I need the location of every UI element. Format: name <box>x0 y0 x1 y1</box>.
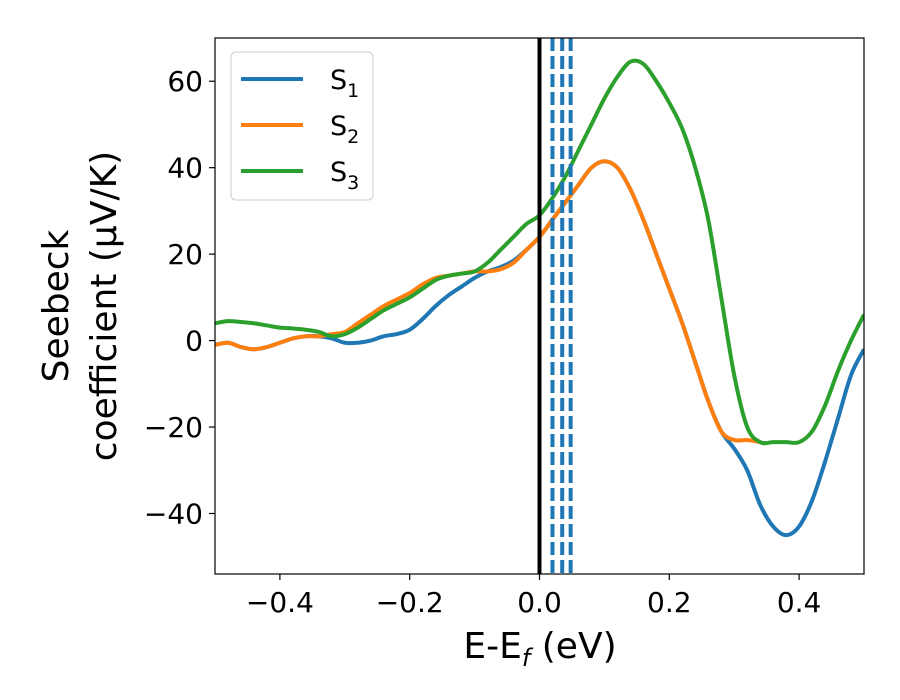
y-tick-label: −40 <box>144 497 203 530</box>
y-axis-label-line2: coefficient (μV/K) <box>84 151 125 461</box>
legend-label-s1: S1 <box>330 65 359 102</box>
x-axis: −0.4 −0.2 0.0 0.2 0.4 <box>246 574 821 619</box>
y-tick-label: 60 <box>167 65 203 98</box>
series-line-s2 <box>215 159 761 445</box>
y-tick-label: 40 <box>167 152 203 185</box>
plot-content <box>215 38 864 574</box>
x-tick-label: −0.4 <box>246 586 314 619</box>
x-tick-label: 0.2 <box>647 586 692 619</box>
y-axis-label: Seebeck coefficient (μV/K) <box>36 151 125 461</box>
x-tick-label: −0.2 <box>376 586 444 619</box>
x-axis-label-main: E-E <box>463 626 521 667</box>
x-tick-label: 0.4 <box>777 586 822 619</box>
y-axis: −40 −20 0 20 40 60 <box>144 65 215 530</box>
x-axis-label-unit: (eV) <box>530 626 616 667</box>
y-tick-label: 20 <box>167 238 203 271</box>
legend-label-s2: S2 <box>330 111 359 148</box>
y-tick-label: −20 <box>144 411 203 444</box>
x-axis-label: E-Ef (eV) <box>463 626 616 672</box>
y-tick-label: 0 <box>185 325 203 358</box>
y-axis-label-line1: Seebeck <box>36 229 77 382</box>
legend: S1 S2 S3 <box>230 51 374 201</box>
x-tick-label: 0.0 <box>517 586 562 619</box>
legend-label-s3: S3 <box>330 157 359 194</box>
